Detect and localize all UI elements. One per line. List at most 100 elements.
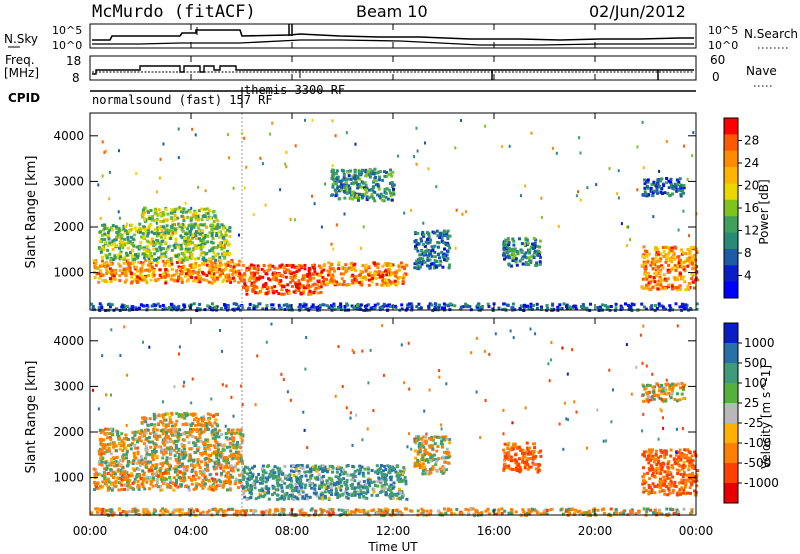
data-cell — [172, 208, 176, 212]
data-cell — [158, 176, 161, 180]
data-cell — [143, 460, 147, 464]
data-cell — [285, 264, 289, 267]
data-cell — [376, 272, 380, 276]
data-cell — [159, 445, 163, 449]
data-cell — [245, 165, 248, 169]
data-cell — [396, 276, 400, 280]
data-cell — [661, 265, 665, 269]
data-cell — [344, 487, 348, 491]
data-cell — [388, 469, 392, 473]
data-cell — [503, 257, 506, 261]
data-cell — [332, 278, 336, 282]
data-cell — [449, 302, 453, 306]
data-cell — [112, 258, 116, 261]
data-cell — [189, 447, 192, 451]
data-cell — [413, 240, 417, 243]
data-cell — [177, 448, 181, 452]
data-cell — [383, 188, 387, 192]
data-cell — [114, 444, 118, 448]
data-cell — [187, 488, 191, 492]
data-cell — [518, 237, 521, 241]
data-cell — [116, 432, 120, 436]
data-cell — [103, 262, 106, 265]
data-cell — [264, 480, 268, 484]
data-cell — [133, 272, 137, 276]
data-cell — [344, 181, 348, 185]
data-cell — [649, 186, 653, 190]
data-cell — [391, 182, 395, 186]
data-cell — [283, 307, 287, 311]
data-cell — [292, 474, 296, 477]
data-cell — [391, 486, 395, 490]
data-cell — [202, 237, 205, 241]
data-cell — [401, 276, 405, 280]
data-cell — [317, 286, 321, 290]
data-cell — [660, 264, 664, 268]
data-cell — [115, 227, 119, 231]
data-cell — [579, 198, 582, 202]
data-cell — [111, 433, 114, 437]
data-cell — [430, 436, 434, 439]
data-cell — [98, 462, 102, 466]
data-cell — [322, 474, 325, 478]
data-cell — [381, 271, 385, 275]
data-cell — [201, 469, 205, 473]
data-cell — [123, 487, 126, 491]
data-cell — [265, 272, 269, 276]
data-cell — [228, 235, 232, 238]
data-cell — [220, 444, 224, 448]
data-cell — [174, 231, 178, 235]
data-cell — [178, 428, 182, 432]
data-cell — [204, 260, 208, 264]
data-cell — [395, 269, 399, 273]
data-cell — [104, 443, 108, 447]
data-cell — [276, 273, 280, 277]
data-cell — [329, 262, 333, 266]
data-cell — [323, 465, 327, 469]
data-cell — [108, 252, 112, 256]
data-cell — [176, 243, 180, 247]
data-cell — [226, 263, 230, 267]
data-cell — [224, 273, 228, 277]
data-cell — [221, 227, 225, 231]
data-cell — [205, 217, 209, 221]
data-cell — [201, 245, 205, 249]
data-cell — [129, 486, 133, 490]
data-cell — [231, 469, 235, 473]
data-cell — [391, 170, 395, 174]
data-cell — [261, 307, 265, 311]
data-cell — [319, 266, 323, 270]
data-cell — [229, 260, 232, 264]
data-cell — [287, 306, 291, 310]
data-cell — [660, 187, 664, 191]
data-cell — [114, 480, 118, 484]
data-cell — [110, 303, 114, 307]
data-cell — [126, 473, 130, 477]
data-cell — [667, 263, 671, 267]
data-cell — [247, 278, 251, 282]
data-cell — [97, 271, 101, 275]
data-cell — [185, 468, 189, 472]
data-cell — [521, 262, 525, 266]
data-cell — [339, 478, 343, 482]
data-cell — [319, 493, 323, 497]
data-cell — [126, 480, 129, 484]
data-cell — [175, 446, 179, 450]
data-cell — [155, 463, 159, 467]
data-cell — [400, 495, 404, 499]
data-cell — [440, 306, 444, 310]
data-cell — [130, 242, 134, 246]
data-cell — [265, 285, 269, 289]
data-cell — [416, 249, 420, 253]
data-cell — [118, 269, 122, 272]
data-cell — [181, 456, 185, 460]
data-cell — [176, 207, 179, 211]
data-cell — [644, 307, 648, 311]
data-cell — [422, 221, 425, 225]
data-cell — [672, 286, 676, 290]
colorbar-swatch — [724, 183, 738, 201]
data-cell — [447, 461, 451, 465]
data-cell — [212, 220, 216, 223]
data-cell — [437, 306, 441, 310]
data-cell — [308, 495, 312, 499]
